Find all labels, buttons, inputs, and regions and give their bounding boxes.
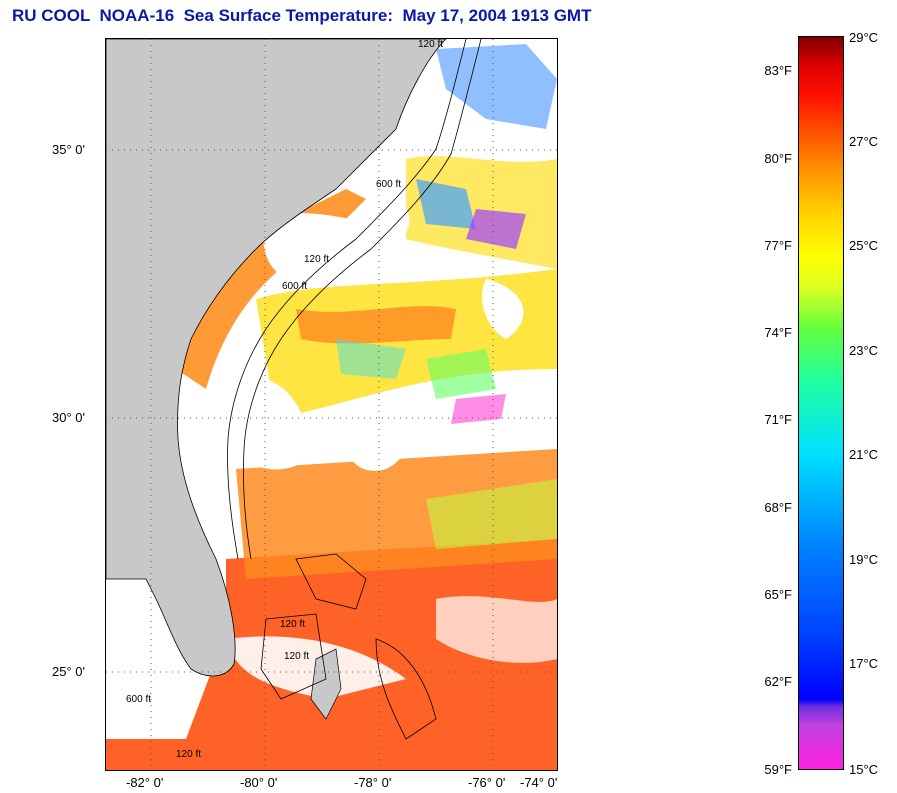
colorbar-tick-f: 83°F [764, 63, 792, 78]
temperature-colorbar [798, 36, 844, 770]
lat-label: 35° 0' [52, 142, 85, 157]
isobath-label: 600 ft [376, 179, 402, 190]
colorbar-tick-f: 80°F [764, 151, 792, 166]
colorbar-tick-f: 71°F [764, 412, 792, 427]
isobath-label: 120 ft [418, 39, 444, 50]
lon-label: -74° 0' [520, 775, 558, 790]
lon-label: -80° 0' [240, 775, 278, 790]
sst-map-graphic [106, 39, 557, 770]
isobath-label: 600 ft [126, 694, 152, 705]
lon-label: -78° 0' [354, 775, 392, 790]
colorbar-tick-f: 77°F [764, 238, 792, 253]
colorbar-tick-c: 17°C [849, 656, 879, 671]
lon-label: -76° 0' [468, 775, 506, 790]
isobath-label: 120 ft [304, 254, 330, 265]
colorbar-tick-f: 74°F [764, 325, 792, 340]
colorbar-tick-f: 59°F [764, 762, 792, 777]
colorbar-tick-f: 62°F [764, 674, 792, 689]
lat-label: 30° 0' [52, 410, 85, 425]
map-title: RU COOL NOAA-16 Sea Surface Temperature:… [12, 6, 592, 25]
isobath-label: 120 ft [280, 619, 306, 630]
lat-label: 25° 0' [52, 664, 85, 679]
colorbar-tick-c: 27°C [849, 134, 879, 149]
colorbar-tick-f: 68°F [764, 500, 792, 515]
colorbar-tick-c: 21°C [849, 447, 879, 462]
colorbar-tick-c: 29°C [849, 30, 879, 45]
colorbar-tick-c: 23°C [849, 343, 879, 358]
isobath-label: 120 ft [284, 651, 310, 662]
colorbar-tick-c: 15°C [849, 762, 879, 777]
lon-label: -82° 0' [126, 775, 164, 790]
isobath-label: 120 ft [176, 749, 202, 760]
colorbar-tick-c: 25°C [849, 238, 879, 253]
colorbar-tick-c: 19°C [849, 552, 879, 567]
sst-map: 120 ft 600 ft 120 ft 600 ft 120 ft 600 f… [105, 38, 558, 771]
colorbar-tick-f: 65°F [764, 587, 792, 602]
isobath-label: 600 ft [282, 281, 308, 292]
